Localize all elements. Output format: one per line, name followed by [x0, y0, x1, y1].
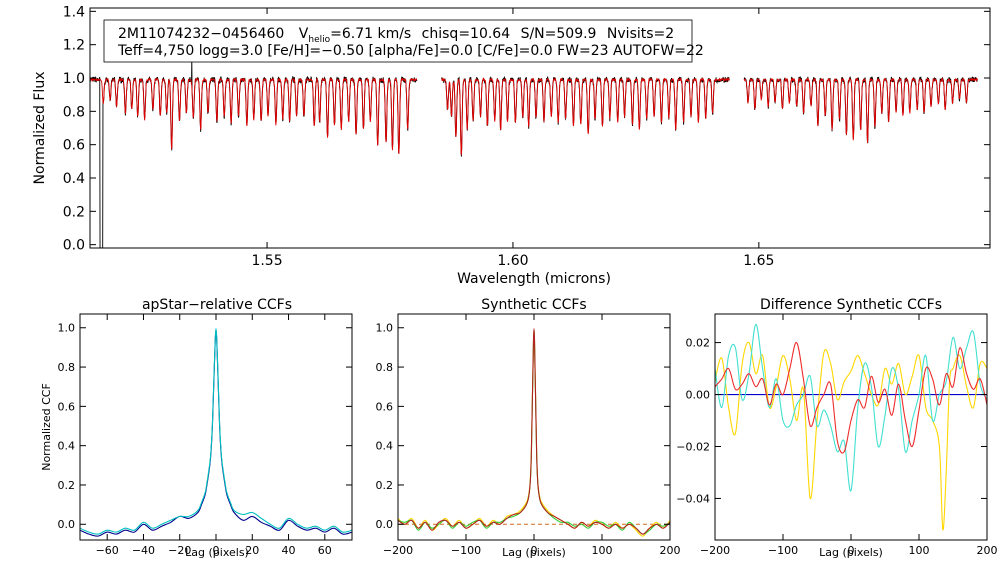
spectrum-plot-area [90, 57, 978, 248]
nvisits-value: Nvisits=2 [607, 26, 674, 42]
synthetic-ccf-plot-area [398, 328, 670, 537]
spec-y-tick-label: 1.4 [63, 4, 85, 20]
apstar-y-tick-label: 0.0 [58, 518, 76, 531]
apstar-y-tick-label: 0.6 [58, 400, 76, 413]
spectrum-y-ticks: 0.0 0.2 0.4 0.6 0.8 1.0 1.2 1.4 [63, 4, 990, 254]
difference-ccf-panel: Difference Synthetic CCFs −200 −100 0 100 20… [676, 297, 997, 559]
synth-y-tick-label: 0.6 [376, 400, 394, 413]
apstar-x-tick-label: −20 [168, 544, 191, 557]
diff-series-3 [715, 323, 987, 492]
synthetic-ccf-title: Synthetic CCFs [481, 297, 586, 313]
apstar-ccf-plot-area [80, 328, 352, 537]
apstar-ccf-x-label: Lag (pixels) [185, 546, 249, 559]
synth-y-tick-label: 1.0 [376, 322, 394, 335]
synth-series-1 [398, 329, 670, 537]
synth-y-tick-label: 0.4 [376, 440, 394, 453]
apstar-ccf-y-ticks: 0.0 0.2 0.4 0.6 0.8 1.0 [58, 322, 352, 531]
difference-ccf-title: Difference Synthetic CCFs [760, 297, 942, 313]
vhelio-subscript: helio [308, 35, 330, 45]
apstar-ccf-x-ticks: −60 −40 −20 0 20 40 60 [96, 314, 332, 557]
spec-x-tick-label: 1.55 [251, 253, 282, 269]
synth-x-tick-label: −200 [383, 544, 413, 557]
spectrum-x-label: Wavelength (microns) [457, 271, 611, 287]
synth-x-tick-label: 100 [592, 544, 613, 557]
diff-y-tick-label: −0.04 [676, 492, 710, 505]
apstar-y-tick-label: 1.0 [58, 322, 76, 335]
difference-ccf-axes-frame [714, 313, 988, 541]
apstar-ccf-y-label: Normalized CCF [40, 383, 53, 471]
spectrum-info-box: 2M11074232−0456460 Vhelio=6.71 km/s chis… [103, 19, 704, 63]
diff-x-tick-label: 100 [909, 544, 930, 557]
synth-y-tick-label: 0.2 [376, 479, 394, 492]
snr-value: S/N=509.9 [521, 26, 597, 42]
spec-y-tick-label: 0.6 [63, 138, 85, 154]
spec-y-tick-label: 0.0 [63, 238, 85, 254]
apstar-ccf-panel: apStar−relative CCFs −60 −40 −20 0 20 40 60 0.… [40, 297, 353, 559]
apstar-y-tick-label: 0.4 [58, 440, 76, 453]
synthetic-ccf-panel: Synthetic CCFs −200 −100 0 100 200 0.0 0.2 0.4… [376, 297, 681, 559]
star-id: 2M11074232−0456460 [118, 26, 284, 42]
spec-y-tick-label: 1.2 [63, 38, 85, 54]
difference-ccf-x-label: Lag (pixels) [819, 546, 883, 559]
synth-x-tick-label: 0 [531, 544, 538, 557]
diff-y-tick-label: −0.02 [676, 440, 710, 453]
model-spectrum-chip-1 [90, 77, 418, 155]
info-box-frame [103, 19, 693, 63]
info-line-1: 2M11074232−0456460 Vhelio=6.71 km/s chis… [118, 26, 674, 45]
spectrum-axes-frame [89, 7, 991, 249]
apstar-x-tick-label: 40 [282, 544, 296, 557]
apstar-y-tick-label: 0.2 [58, 479, 76, 492]
difference-ccf-x-ticks: −200 −100 0 100 200 [700, 314, 998, 557]
model-spectrum-chip-2 [441, 77, 730, 156]
apstar-series-2 [80, 328, 352, 535]
difference-ccf-plot-area [715, 323, 987, 531]
synthetic-ccf-axes-frame [397, 313, 671, 541]
diff-y-tick-label: 0.00 [686, 388, 711, 401]
stellar-params: Teff=4,750 logg=3.0 [Fe/H]=−0.50 [alpha/… [117, 43, 704, 59]
spec-x-tick-label: 1.65 [743, 253, 774, 269]
observed-spectrum-chip-3 [743, 75, 978, 144]
spectrum-panel: 1.55 1.60 1.65 0.0 0.2 0.4 0.6 0.8 1.0 1.2 1.4 Wa… [32, 4, 991, 287]
spectrum-y-label: Normalized Flux [32, 72, 48, 185]
chisq-value: chisq=10.64 [422, 26, 511, 42]
synth-y-tick-label: 0.0 [376, 518, 394, 531]
synth-y-tick-label: 0.8 [376, 361, 394, 374]
apstar-x-tick-label: 60 [318, 544, 332, 557]
apstar-x-tick-label: 20 [245, 544, 259, 557]
spec-y-tick-label: 1.0 [63, 71, 85, 87]
diff-series-2 [715, 341, 987, 531]
diff-x-tick-label: −100 [768, 544, 798, 557]
spec-x-tick-label: 1.60 [497, 253, 528, 269]
synthetic-ccf-y-ticks: 0.0 0.2 0.4 0.6 0.8 1.0 [376, 322, 670, 531]
difference-ccf-y-ticks: −0.04 −0.02 0.00 0.02 [676, 337, 987, 505]
diff-series-4 [715, 342, 987, 454]
apstar-series-1 [80, 329, 352, 537]
vhelio-value: =6.71 km/s [330, 26, 411, 42]
vhelio-label: V [299, 26, 309, 42]
diff-x-tick-label: 200 [977, 544, 998, 557]
apstar-ccf-axes-frame [79, 313, 353, 541]
apstar-x-tick-label: 0 [213, 544, 220, 557]
spec-y-tick-label: 0.2 [63, 204, 85, 220]
synth-x-tick-label: −100 [451, 544, 481, 557]
synthetic-ccf-x-ticks: −200 −100 0 100 200 [383, 314, 681, 557]
spec-y-tick-label: 0.4 [63, 171, 85, 187]
spec-y-tick-label: 0.8 [63, 104, 85, 120]
synthetic-ccf-x-label: Lag (pixels) [502, 546, 566, 559]
observed-spectrum-chip-2 [441, 75, 730, 157]
diff-x-tick-label: 0 [848, 544, 855, 557]
diff-x-tick-label: −200 [700, 544, 730, 557]
apstar-x-tick-label: −60 [96, 544, 119, 557]
synth-x-tick-label: 200 [660, 544, 681, 557]
apstar-y-tick-label: 0.8 [58, 361, 76, 374]
apstar-ccf-title: apStar−relative CCFs [142, 297, 292, 313]
synth-series-3 [398, 328, 670, 535]
model-spectrum-chip-3 [743, 77, 978, 143]
spectrum-x-ticks: 1.55 1.60 1.65 [251, 8, 774, 269]
apstar-x-tick-label: −40 [132, 544, 155, 557]
diff-y-tick-label: 0.02 [686, 337, 711, 350]
synth-series-2 [398, 329, 670, 535]
